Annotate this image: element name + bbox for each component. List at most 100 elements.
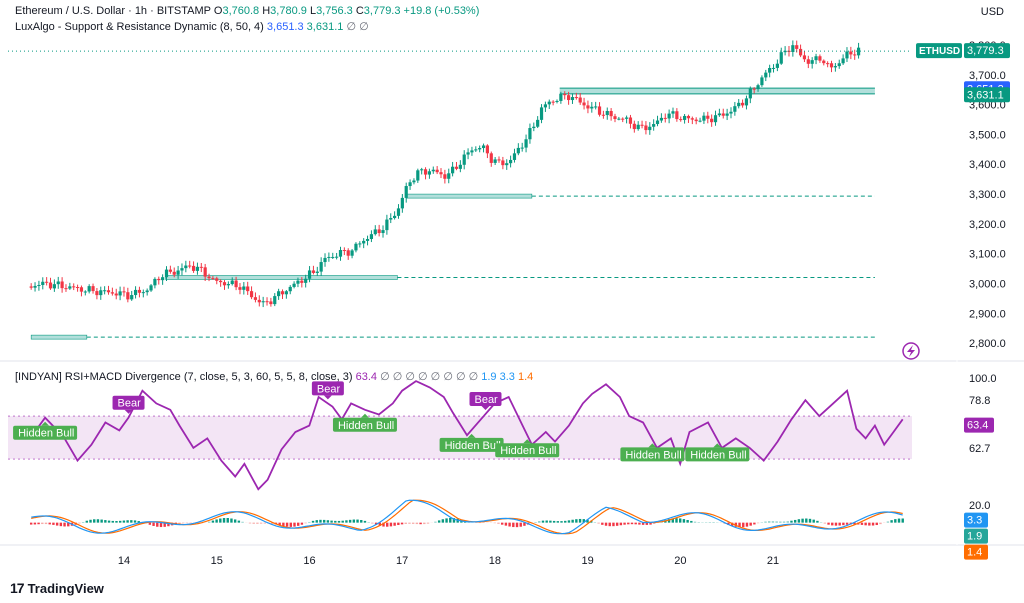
candle-body: [296, 280, 300, 284]
candle-body: [702, 115, 706, 121]
divergence-label-text: Bear: [317, 383, 341, 395]
macd-histogram-bar: [782, 521, 786, 523]
macd-line: [31, 499, 903, 535]
macd-histogram-bar: [500, 522, 504, 525]
macd-histogram-bar: [118, 520, 122, 523]
candle-body: [536, 119, 540, 127]
macd-histogram-bar: [148, 522, 152, 525]
candle-body: [211, 278, 215, 280]
oscillator-value-tag: [964, 417, 994, 433]
rsi-legend[interactable]: [INDYAN] RSI+MACD Divergence (7, close, …: [15, 370, 533, 383]
macd-histogram-bar: [515, 522, 519, 528]
candle-body: [458, 164, 462, 169]
candle-body: [103, 290, 107, 292]
label-pointer: [648, 443, 657, 448]
candle-body: [779, 52, 783, 64]
divergence-label-text: Hidden Bull: [18, 428, 74, 440]
macd-histogram-bar: [356, 519, 359, 523]
candle-body: [509, 159, 513, 164]
tradingview-brand[interactable]: 17 TradingView: [10, 580, 104, 596]
macd-histogram-bar: [337, 520, 341, 523]
candle-body: [636, 124, 640, 130]
candle-body: [481, 145, 486, 149]
candle-body: [462, 154, 466, 165]
macd-histogram-bar: [400, 522, 404, 525]
hidden-bull-label: [13, 425, 78, 440]
candle-body: [667, 113, 671, 119]
candle-body: [106, 290, 111, 293]
candle-body: [601, 114, 605, 116]
candle-body: [605, 110, 609, 116]
macd-histogram-bar: [827, 522, 830, 525]
divergence-label-text: Hidden Bull: [445, 440, 501, 452]
divergence-label-text: Bear: [474, 394, 498, 406]
ohlc-high: 3,780.9: [270, 5, 307, 17]
indicator-value-1: 3,651.3: [266, 21, 304, 33]
macd-histogram-bar: [326, 520, 330, 523]
candle-body: [219, 280, 223, 283]
macd-histogram-bar: [278, 522, 281, 526]
rsi-value: 63.4: [355, 371, 378, 383]
oscillator-value-tag-label: 63.4: [967, 420, 988, 432]
candle-body: [771, 67, 776, 69]
candle-body: [130, 295, 134, 300]
macd-histogram-bar: [219, 518, 222, 523]
candle-body: [826, 63, 830, 65]
macd-histogram-bar: [352, 519, 356, 523]
candle-body: [52, 284, 56, 289]
divergence-label-text: Bear: [118, 398, 142, 410]
candle-body: [265, 301, 269, 303]
ohlc-close: 3,779.3: [363, 5, 401, 17]
ohlc-open: 3,760.8: [222, 5, 260, 17]
candle-body: [833, 66, 837, 68]
macd-histogram-bar: [738, 522, 741, 528]
hidden-bull-label: [620, 447, 685, 462]
macd-histogram-bar: [638, 522, 641, 525]
bear-label: [469, 391, 502, 406]
macd-histogram-bar: [842, 522, 845, 526]
macd-histogram-bar: [868, 522, 871, 526]
currency-label[interactable]: USD: [980, 6, 1004, 18]
macd-histogram-bar: [367, 522, 370, 523]
candle-body: [172, 271, 176, 275]
candle-body: [706, 115, 710, 119]
candle-body: [582, 102, 586, 106]
candle-body: [400, 197, 404, 209]
ohlc-low-label: L: [309, 5, 317, 17]
candle-body: [609, 110, 613, 117]
macd-histogram-bar: [508, 522, 511, 527]
macd-histogram-bar: [864, 522, 867, 526]
macd-histogram-bar: [211, 520, 215, 523]
macd-histogram-bar: [556, 521, 560, 523]
candle-body: [783, 50, 787, 53]
oscillator-value-tag-label: 1.4: [967, 547, 982, 559]
macd-histogram-bar: [233, 519, 237, 523]
candle-body: [404, 186, 408, 198]
macd-histogram-bar: [549, 520, 552, 523]
candle-body: [362, 240, 366, 244]
macd-histogram-bar: [334, 520, 337, 523]
macd-histogram-bar: [222, 518, 226, 523]
candle-body: [180, 268, 184, 271]
candle-body: [590, 106, 594, 109]
macd-histogram-bar: [374, 522, 378, 525]
macd-histogram-bar: [675, 518, 678, 523]
candle-body: [567, 95, 571, 101]
macd-histogram-bar: [404, 522, 407, 524]
macd-histogram-bar: [623, 522, 626, 525]
candle-body: [675, 111, 679, 120]
candle-body: [315, 271, 319, 273]
indicator-legend[interactable]: LuxAlgo - Support & Resistance Dynamic (…: [15, 20, 369, 33]
candle-body: [713, 115, 718, 123]
macd-histogram-bar: [682, 519, 686, 523]
macd-histogram-bar: [33, 522, 37, 525]
macd-histogram-bar: [779, 521, 782, 523]
alert-lightning-icon[interactable]: [902, 342, 920, 360]
candle-body: [377, 229, 381, 234]
macd-histogram-bar: [812, 519, 815, 523]
macd-histogram-bar: [667, 519, 671, 523]
macd-histogram-bar: [671, 518, 674, 523]
candle-body: [570, 97, 575, 101]
macd-histogram-bar: [59, 522, 63, 527]
